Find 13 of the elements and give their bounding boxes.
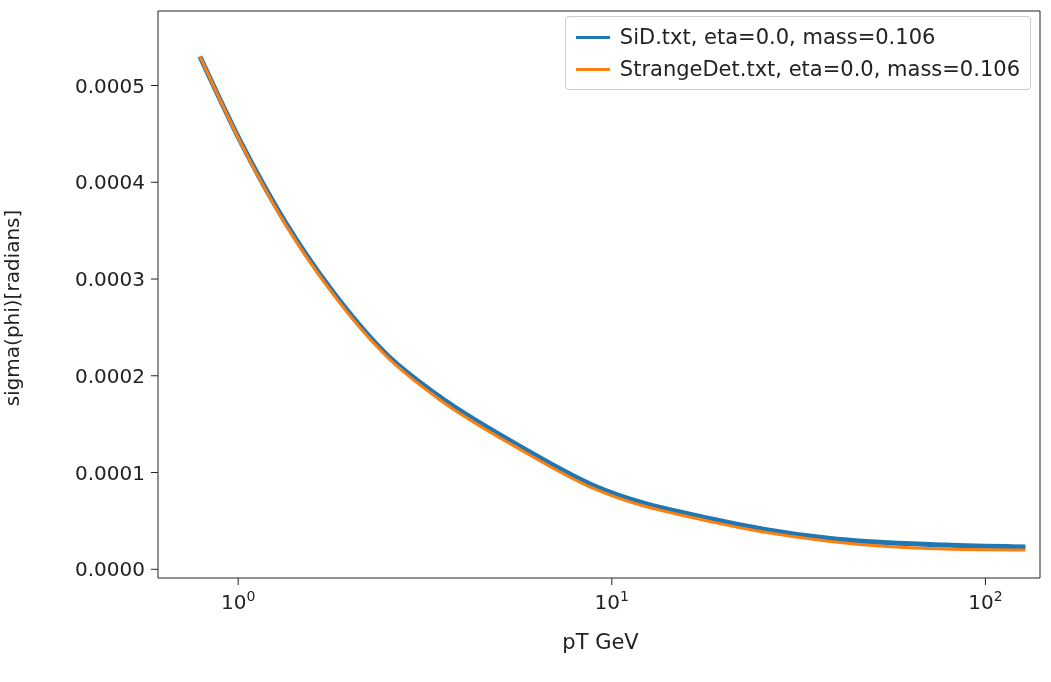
y-axis-title: sigma(phi)[radians] (0, 209, 24, 407)
x-axis-title: pT GeV (561, 630, 640, 654)
y-tick-label: 0.0000 (75, 557, 145, 582)
y-tick-label: 0.0001 (75, 460, 145, 485)
x-tick-label: 10$^{2}$ (968, 588, 1003, 614)
x-tick-label: 10$^{0}$ (221, 588, 256, 614)
legend-label: StrangeDet.txt, eta=0.0, mass=0.106 (619, 56, 1020, 83)
y-tick-label: 0.0005 (75, 73, 145, 98)
y-tick-label: 0.0004 (75, 170, 145, 195)
y-tick-label: 0.0003 (75, 267, 145, 292)
x-tick-label: 10$^{1}$ (594, 588, 629, 614)
y-tick-label: 0.0002 (75, 363, 145, 388)
legend-label: SiD.txt, eta=0.0, mass=0.106 (619, 24, 936, 51)
